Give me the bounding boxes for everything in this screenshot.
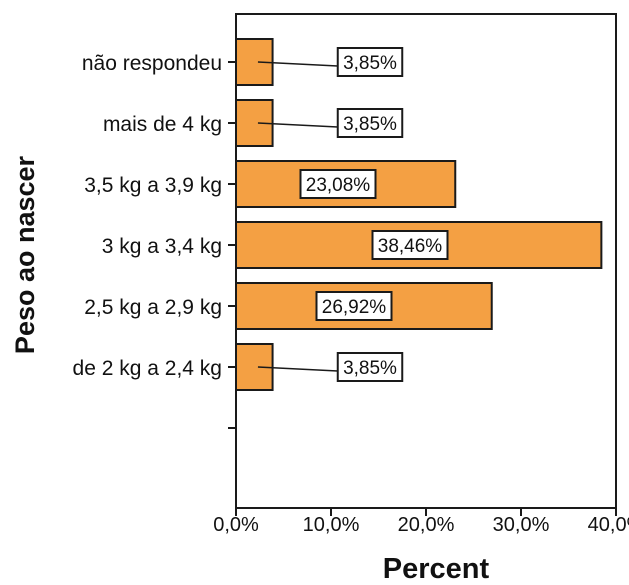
leader-line bbox=[257, 366, 338, 372]
data-label: 23,08% bbox=[306, 175, 371, 196]
data-label: 3,85% bbox=[343, 114, 397, 135]
y-tick-label: 3,5 kg a 3,9 kg bbox=[84, 174, 222, 197]
data-label-box bbox=[299, 169, 377, 199]
y-tick-label: de 2 kg a 2,4 kg bbox=[73, 357, 222, 380]
data-label-box bbox=[315, 291, 393, 321]
leader-line bbox=[257, 122, 338, 128]
x-tick-label: 10,0% bbox=[303, 514, 360, 536]
y-tick-label: mais de 4 kg bbox=[103, 113, 222, 136]
data-label: 26,92% bbox=[322, 297, 387, 318]
x-tick-label: 30,0% bbox=[493, 514, 550, 536]
leader-line bbox=[257, 61, 338, 67]
y-tick-label: 2,5 kg a 2,9 kg bbox=[84, 296, 222, 319]
x-tick-label: 40,0% bbox=[588, 514, 629, 536]
y-tick-label: não respondeu bbox=[82, 52, 222, 75]
data-label-box bbox=[336, 108, 404, 138]
data-label: 3,85% bbox=[343, 358, 397, 379]
y-axis-title: Peso ao nascer bbox=[10, 155, 40, 354]
y-tick-label: 3 kg a 3,4 kg bbox=[102, 235, 222, 258]
x-axis-title: Percent bbox=[383, 553, 490, 585]
x-tick-label: 0,0% bbox=[213, 514, 259, 536]
data-label: 3,85% bbox=[343, 53, 397, 74]
data-label-box bbox=[371, 230, 449, 260]
data-label-box bbox=[336, 352, 404, 382]
data-label: 38,46% bbox=[378, 236, 443, 257]
data-label-box bbox=[336, 47, 404, 77]
x-tick-label: 20,0% bbox=[398, 514, 455, 536]
